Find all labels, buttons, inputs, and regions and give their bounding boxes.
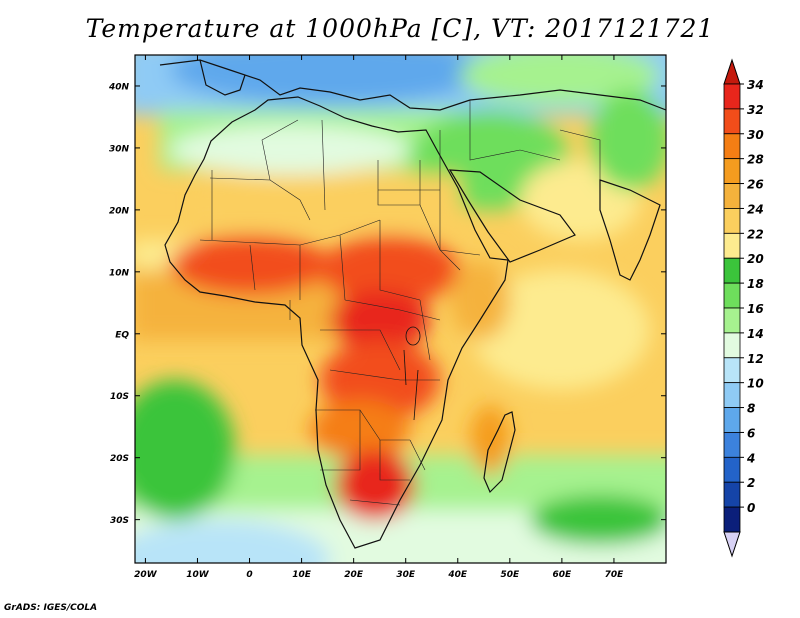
colorbar-label: 26 <box>747 178 764 192</box>
longitude-axis: 20W 10W 0 10E 20E 30E 40E 50E 60E 70E <box>134 55 624 580</box>
lat-tick-label: 10S <box>110 392 129 402</box>
colorbar-label: 6 <box>747 426 755 440</box>
colorbar-label: 14 <box>747 327 764 341</box>
colorbar-label: 28 <box>747 153 764 167</box>
colorbar-segment <box>723 208 741 234</box>
lon-tick-label: 30E <box>396 570 416 580</box>
lon-tick-label: 10W <box>186 570 210 580</box>
colorbar-segment <box>723 506 741 533</box>
coastlines <box>159 59 666 549</box>
colorbar-label: 4 <box>746 451 755 465</box>
colorbar-segment <box>723 481 741 508</box>
colorbar-segment <box>723 357 741 384</box>
colorbar-label: 0 <box>747 501 755 515</box>
colorbar-segment <box>723 83 741 110</box>
colorbar-segment <box>723 158 741 184</box>
colorbar-segment <box>723 307 741 334</box>
colorbar-segment <box>723 282 741 309</box>
lat-tick-label: 30S <box>110 516 129 526</box>
colorbar-label: 20 <box>747 252 764 266</box>
plot-frame <box>134 54 667 564</box>
colorbar-label: 2 <box>747 476 755 490</box>
lon-tick-label: 40E <box>447 570 468 580</box>
colorbar-segment <box>723 407 741 433</box>
lon-tick-label: 20W <box>134 570 158 580</box>
colorbar-segment <box>723 332 741 359</box>
lon-tick-label: 20E <box>344 570 364 580</box>
grads-credit: GrADS: IGES/COLA <box>4 603 98 613</box>
lat-tick-label: 30N <box>109 144 130 154</box>
map-title: Temperature at 1000hPa [C], VT: 20171217… <box>85 14 715 43</box>
colorbar-label: 32 <box>747 103 764 117</box>
lat-tick-label: 10N <box>109 268 130 278</box>
lon-tick-label: 0 <box>246 570 252 580</box>
lakes <box>403 326 421 421</box>
colorbar-label: 16 <box>747 302 764 316</box>
colorbar-label: 18 <box>747 277 764 291</box>
colorbar-segment <box>723 432 741 458</box>
colorbar-segment <box>723 232 741 259</box>
colorbar-segment <box>723 456 741 483</box>
lat-tick-label: 20N <box>109 206 130 216</box>
colorbar-segment <box>723 133 741 160</box>
colorbar-label: 30 <box>747 128 764 142</box>
colorbar-label: 8 <box>747 402 755 416</box>
colorbar-label: 24 <box>747 202 764 216</box>
colorbar-segment <box>723 382 741 408</box>
colorbar-label: 10 <box>747 377 764 391</box>
country-borders <box>199 100 601 506</box>
lon-tick-label: 50E <box>500 570 520 580</box>
colorbar-label: 12 <box>747 352 764 366</box>
lat-tick-label: 40N <box>108 82 130 92</box>
lon-tick-label: 10E <box>292 570 312 580</box>
lat-tick-label: EQ <box>115 330 129 340</box>
lon-tick-label: 70E <box>605 570 625 580</box>
colorbar-segment <box>723 108 741 135</box>
colorbar-bottom-arrow <box>723 531 741 558</box>
colorbar-segment <box>723 257 741 284</box>
colorbar-label: 22 <box>747 227 764 241</box>
latitude-axis: 40N 30N 20N 10N EQ 10S 20S 30S <box>108 82 666 526</box>
lat-tick-label: 20S <box>110 454 129 464</box>
temperature-field <box>135 55 666 563</box>
colorbar-segment <box>723 183 741 209</box>
colorbar-label: 34 <box>747 78 764 92</box>
colorbar-top-arrow <box>723 58 741 85</box>
lon-tick-label: 60E <box>553 570 573 580</box>
